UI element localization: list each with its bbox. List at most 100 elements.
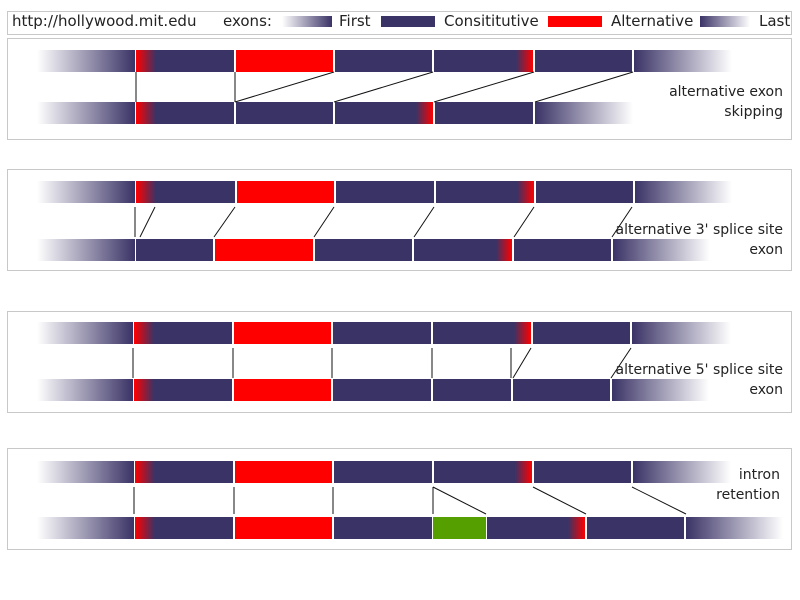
exon-first bbox=[37, 239, 135, 261]
mrna-row bbox=[37, 239, 710, 261]
exon-last bbox=[686, 517, 783, 539]
splice-connector-lines bbox=[133, 486, 687, 515]
exon-constitutive bbox=[414, 239, 512, 261]
exon-first bbox=[37, 102, 135, 124]
legend-label-constitutive: Consititutive bbox=[444, 12, 539, 30]
pre-mrna-row bbox=[37, 322, 731, 344]
exon-constitutive bbox=[134, 322, 232, 344]
exon-constitutive bbox=[513, 379, 610, 401]
splice-edge-red bbox=[136, 181, 156, 203]
exon-constitutive bbox=[336, 181, 434, 203]
splice-edge-red bbox=[496, 239, 512, 261]
exon-first bbox=[37, 461, 134, 483]
exon-constitutive bbox=[433, 379, 511, 401]
exon-constitutive bbox=[335, 102, 433, 124]
exon-constitutive bbox=[136, 239, 213, 261]
legend-swatch-constitutive bbox=[381, 16, 435, 27]
pre-mrna-row bbox=[37, 461, 731, 483]
exon-first bbox=[37, 50, 135, 72]
panel-intron-retention: intron retention bbox=[37, 461, 783, 539]
legend-swatch-alternative bbox=[548, 16, 602, 27]
exon-constitutive bbox=[315, 239, 412, 261]
legend-title: exons: bbox=[223, 12, 272, 30]
exon-constitutive bbox=[333, 379, 431, 401]
exon-alternative bbox=[236, 50, 333, 72]
panel-5prime-splice: alternative 5' splice site exon bbox=[37, 322, 783, 401]
splice-edge-red bbox=[568, 517, 585, 539]
exon-last bbox=[632, 322, 731, 344]
splice-edge-red bbox=[136, 50, 156, 72]
retained-intron bbox=[433, 517, 486, 539]
exon-first bbox=[37, 181, 135, 203]
exon-constitutive bbox=[134, 379, 232, 401]
panel-label-line: exon bbox=[749, 382, 783, 398]
exon-constitutive bbox=[534, 461, 631, 483]
panel-3prime-splice: alternative 3' splice site exon bbox=[37, 181, 783, 261]
splice-edge-red bbox=[517, 181, 534, 203]
exon-alternative bbox=[234, 322, 331, 344]
exon-alternative bbox=[234, 379, 331, 401]
legend-swatch-first bbox=[282, 16, 332, 27]
exon-constitutive bbox=[436, 181, 534, 203]
splice-edge-red bbox=[134, 379, 154, 401]
splice-connector-lines bbox=[135, 71, 634, 103]
panel-label-line: alternative 3' splice site bbox=[616, 222, 783, 238]
splice-edge-red bbox=[134, 322, 154, 344]
exon-constitutive bbox=[536, 181, 633, 203]
exon-last bbox=[634, 50, 732, 72]
exon-constitutive bbox=[434, 461, 532, 483]
exon-constitutive bbox=[514, 239, 611, 261]
exon-last bbox=[633, 461, 731, 483]
exon-constitutive bbox=[533, 322, 630, 344]
exon-constitutive bbox=[136, 102, 234, 124]
exon-first bbox=[37, 322, 133, 344]
panel-label-line: retention bbox=[716, 487, 780, 503]
legend-header-box bbox=[7, 11, 792, 35]
exon-alternative bbox=[215, 239, 313, 261]
exon-alternative bbox=[235, 517, 332, 539]
panel-label-line: intron bbox=[739, 467, 780, 483]
exon-first bbox=[37, 517, 134, 539]
exon-constitutive bbox=[334, 461, 432, 483]
splice-edge-red bbox=[135, 461, 155, 483]
splice-edge-red bbox=[514, 322, 531, 344]
exon-constitutive bbox=[587, 517, 684, 539]
splice-edge-red bbox=[135, 517, 155, 539]
splice-edge-red bbox=[515, 461, 532, 483]
splice-edge-red bbox=[416, 102, 433, 124]
legend-label-first: First bbox=[339, 12, 371, 30]
url-text: http://hollywood.mit.edu bbox=[12, 12, 196, 30]
exon-last bbox=[613, 239, 710, 261]
mrna-row bbox=[37, 517, 783, 539]
exon-constitutive bbox=[435, 102, 533, 124]
panel-label-line: exon bbox=[749, 242, 783, 258]
legend-swatch-last bbox=[700, 16, 750, 27]
exon-last bbox=[612, 379, 709, 401]
splice-connector-lines bbox=[134, 206, 633, 238]
exon-constitutive bbox=[135, 461, 233, 483]
exon-last bbox=[635, 181, 732, 203]
exon-constitutive bbox=[135, 517, 233, 539]
exon-constitutive bbox=[236, 102, 333, 124]
exon-first bbox=[37, 379, 133, 401]
mrna-row bbox=[37, 379, 709, 401]
exon-alternative bbox=[235, 461, 332, 483]
pre-mrna-row bbox=[37, 181, 732, 203]
panel-label-line: alternative exon bbox=[669, 84, 783, 100]
panel-label-line: alternative 5' splice site bbox=[616, 362, 783, 378]
exon-constitutive bbox=[335, 50, 432, 72]
exon-constitutive bbox=[334, 517, 432, 539]
panel-exon-skipping: alternative exon skipping bbox=[37, 50, 783, 124]
exon-constitutive bbox=[136, 181, 235, 203]
exon-constitutive bbox=[333, 322, 431, 344]
pre-mrna-row bbox=[37, 50, 732, 72]
mrna-row bbox=[37, 102, 633, 124]
exon-constitutive bbox=[433, 322, 531, 344]
exon-constitutive bbox=[535, 50, 632, 72]
exon-constitutive bbox=[136, 50, 234, 72]
exon-constitutive bbox=[434, 50, 533, 72]
splice-edge-red bbox=[136, 102, 156, 124]
splice-connector-lines bbox=[132, 347, 632, 379]
